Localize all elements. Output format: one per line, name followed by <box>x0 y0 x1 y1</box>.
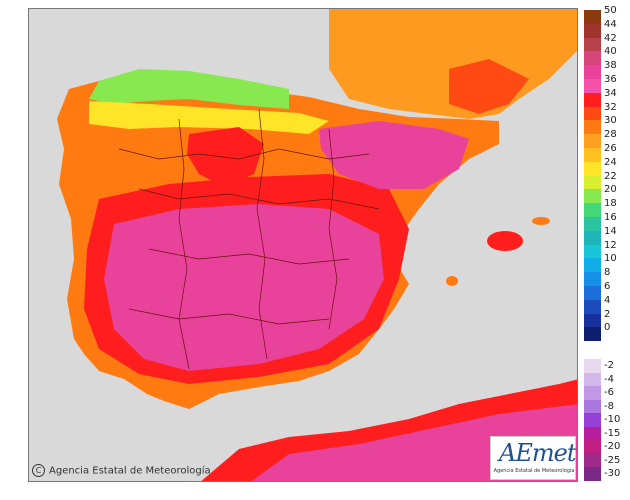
legend-swatch <box>584 79 601 93</box>
legend-label: 40 <box>604 46 617 58</box>
ibiza <box>446 276 458 286</box>
legend-swatch <box>584 359 601 373</box>
legend-swatch <box>584 467 601 481</box>
legend-swatch <box>584 65 601 79</box>
legend-swatch <box>584 230 601 245</box>
logo-sub-text: Agencia Estatal de Meteorología <box>493 468 575 474</box>
legend-label: 50 <box>604 5 617 16</box>
logo-main-text: AEmet <box>499 439 576 467</box>
temperature-legend: 50 44 42 40 38 36 34 32 30 28 26 24 22 20 18 16 14 12 10 8 6… <box>584 6 630 484</box>
legend-swatch <box>584 313 601 328</box>
legend-label: 12 <box>604 239 617 251</box>
copyright-icon: C <box>32 464 45 477</box>
legend-swatch <box>584 106 601 121</box>
legend-label: 14 <box>604 225 617 237</box>
legend-label: 0 <box>604 322 611 334</box>
legend-label: -15 <box>604 427 621 439</box>
legend-swatch <box>584 258 601 273</box>
legend-label: 4 <box>604 294 611 306</box>
legend-swatch <box>584 175 601 190</box>
legend-swatch <box>584 148 601 162</box>
legend-label: 26 <box>604 143 617 154</box>
legend-swatch <box>584 161 601 176</box>
legend-label: -20 <box>604 441 621 453</box>
legend-label: -10 <box>604 414 621 426</box>
legend-swatch <box>584 51 601 66</box>
legend-swatch <box>584 189 601 204</box>
france-hot <box>449 59 529 114</box>
legend-label: -2 <box>604 360 614 372</box>
legend-label: 36 <box>604 74 617 85</box>
legend-swatch <box>584 272 601 286</box>
legend-label: 38 <box>604 60 617 72</box>
legend-label: 2 <box>604 308 611 320</box>
legend-swatch <box>584 440 601 454</box>
ebro-magenta <box>319 121 469 189</box>
legend-swatch <box>584 299 601 314</box>
legend-label: 16 <box>604 212 617 223</box>
legend-label: 42 <box>604 32 617 44</box>
legend-label: 24 <box>604 156 617 168</box>
copyright-notice: C Agencia Estatal de Meteorología <box>32 464 211 477</box>
copyright-text: Agencia Estatal de Meteorología <box>49 465 211 477</box>
mallorca <box>487 231 523 251</box>
legend-swatch <box>584 372 601 387</box>
iberia-temperature-svg <box>29 9 577 481</box>
legend-label: 18 <box>604 198 617 210</box>
legend-label: 32 <box>604 101 617 113</box>
region-borders <box>118 108 380 370</box>
legend-label: 30 <box>604 115 617 127</box>
legend-swatch <box>584 120 601 135</box>
legend-label: 8 <box>604 267 611 279</box>
legend-swatch <box>584 244 601 259</box>
south-magenta <box>104 204 384 371</box>
legend-label: 22 <box>604 170 617 182</box>
legend-swatch <box>584 413 601 427</box>
legend-label: -25 <box>604 454 621 466</box>
legend-swatch <box>584 327 601 342</box>
legend-label: -4 <box>604 373 614 385</box>
legend-swatch <box>584 134 601 148</box>
temperature-map <box>28 8 578 482</box>
legend-label: 44 <box>604 18 617 30</box>
menorca <box>532 217 550 225</box>
legend-label: 6 <box>604 281 611 292</box>
aemet-logo: AEmet Agencia Estatal de Meteorología <box>490 436 576 480</box>
legend-swatch <box>584 286 601 300</box>
legend-swatch <box>584 23 601 38</box>
legend-swatch <box>584 10 601 24</box>
legend-label: 28 <box>604 129 617 141</box>
legend-label: 20 <box>604 184 617 196</box>
legend-label: -6 <box>604 387 614 399</box>
legend-swatch <box>584 217 601 231</box>
north-coast-cool <box>89 69 289 109</box>
legend-label: -30 <box>604 468 621 480</box>
legend-label: -8 <box>604 400 614 412</box>
legend-swatch <box>584 399 601 414</box>
legend-swatch <box>584 92 601 107</box>
legend-label: 34 <box>604 87 617 99</box>
legend-swatch <box>584 386 601 400</box>
legend-swatch <box>584 426 601 441</box>
legend-swatch <box>584 37 601 52</box>
legend-label: 10 <box>604 253 617 265</box>
legend-swatch <box>584 203 601 217</box>
north-coast-yellow <box>89 101 329 134</box>
legend-swatch <box>584 453 601 468</box>
